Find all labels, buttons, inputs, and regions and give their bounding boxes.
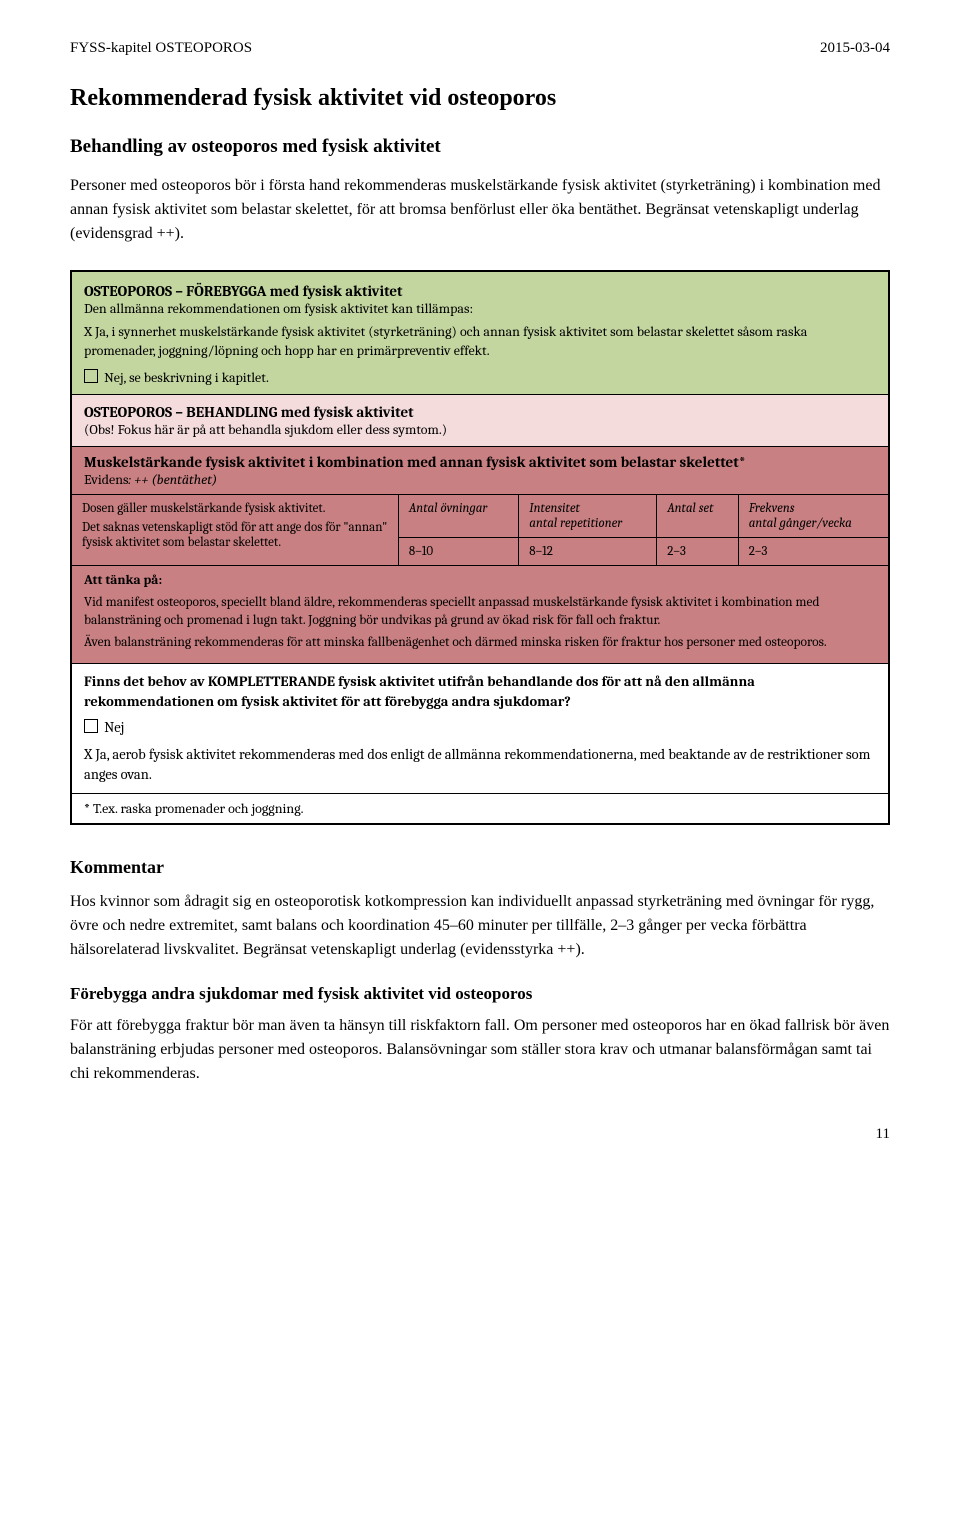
complementary-yes: X Ja, aerob fysisk aktivitet rekommender… <box>84 745 876 786</box>
notes-section: Att tänka på: Vid manifest osteoporos, s… <box>72 566 888 664</box>
treatment-subtitle: (Obs! Fokus här är på att behandla sjukd… <box>84 421 876 438</box>
page-number: 11 <box>70 1126 890 1143</box>
dose-header: Muskelstärkande fysisk aktivitet i kombi… <box>72 447 888 495</box>
evidence-value: : ++ (bentäthet) <box>129 471 218 488</box>
dose-left-cell: Dosen gäller muskelstärkande fysisk akti… <box>72 495 398 565</box>
prevent-other-paragraph: För att förebygga fraktur bör man även t… <box>70 1014 890 1086</box>
complementary-question: Finns det behov av KOMPLETTERANDE fysisk… <box>84 672 876 713</box>
col-hdr2: antal repetitioner <box>529 516 622 531</box>
table-row: Dosen gäller muskelstärkande fysisk akti… <box>72 495 888 538</box>
dose-left-bottom: Det saknas vetenskapligt stöd för att an… <box>82 520 388 550</box>
dose-val: 2–3 <box>657 537 739 565</box>
footnote-text: * T.ex. raska promenader och joggning. <box>84 800 304 817</box>
col-hdr: Antal set <box>667 501 713 516</box>
dose-val: 8–10 <box>398 537 518 565</box>
treatment-title: OSTEOPOROS – BEHANDLING med fysisk aktiv… <box>84 403 876 421</box>
evidence-label: Evidens <box>84 471 129 488</box>
dose-col-header: Antal set <box>657 495 739 538</box>
notes-p2: Även balansträning rekommenderas för att… <box>84 634 876 652</box>
col-hdr2: antal gånger/vecka <box>749 516 852 531</box>
header-right: 2015-03-04 <box>820 40 890 57</box>
complementary-no-text: Nej <box>104 719 124 736</box>
complementary-section: Finns det behov av KOMPLETTERANDE fysisk… <box>72 664 888 794</box>
prevention-subtitle: Den allmänna rekommendationen om fysisk … <box>84 300 876 317</box>
dose-table-wrap: Dosen gäller muskelstärkande fysisk akti… <box>72 495 888 566</box>
complementary-no: Nej <box>84 718 876 738</box>
section-heading: Behandling av osteoporos med fysisk akti… <box>70 136 890 158</box>
prevention-section: OSTEOPOROS – FÖREBYGGA med fysisk aktivi… <box>72 272 888 395</box>
checkbox-icon <box>84 369 98 383</box>
intro-paragraph: Personer med osteoporos bör i första han… <box>70 174 890 246</box>
col-hdr: Frekvens <box>749 501 795 516</box>
prevention-no-line: Nej, se beskrivning i kapitlet. <box>84 369 876 386</box>
footnote-section: * T.ex. raska promenader och joggning. <box>72 794 888 823</box>
comment-paragraph: Hos kvinnor som ådragit sig en osteoporo… <box>70 890 890 962</box>
col-hdr: Antal övningar <box>409 501 487 516</box>
notes-title: Att tänka på: <box>84 572 876 590</box>
prevent-other-heading: Förebygga andra sjukdomar med fysisk akt… <box>70 984 890 1004</box>
checkbox-icon <box>84 719 98 733</box>
dose-table: Dosen gäller muskelstärkande fysisk akti… <box>72 495 888 565</box>
page-title: Rekommenderad fysisk aktivitet vid osteo… <box>70 85 890 112</box>
page-header: FYSS-kapitel OSTEOPOROS 2015-03-04 <box>70 40 890 57</box>
dose-col-header: Frekvens antal gånger/vecka <box>738 495 888 538</box>
prevention-title: OSTEOPOROS – FÖREBYGGA med fysisk aktivi… <box>84 282 876 300</box>
dose-left-top: Dosen gäller muskelstärkande fysisk akti… <box>82 501 388 516</box>
col-hdr: Intensitet <box>529 501 580 516</box>
prevention-detail: X Ja, i synnerhet muskelstärkande fysisk… <box>84 323 876 361</box>
dose-val: 2–3 <box>738 537 888 565</box>
dose-col-header: Antal övningar <box>398 495 518 538</box>
page: FYSS-kapitel OSTEOPOROS 2015-03-04 Rekom… <box>0 0 960 1183</box>
header-left: FYSS-kapitel OSTEOPOROS <box>70 40 252 57</box>
treatment-section: OSTEOPOROS – BEHANDLING med fysisk aktiv… <box>72 395 888 447</box>
prevention-no-text: Nej, se beskrivning i kapitlet. <box>104 369 269 386</box>
comment-heading: Kommentar <box>70 857 890 878</box>
dose-evidence: Evidens: ++ (bentäthet) <box>84 471 876 488</box>
notes-p1: Vid manifest osteoporos, speciellt bland… <box>84 594 876 630</box>
dose-title: Muskelstärkande fysisk aktivitet i kombi… <box>84 453 876 471</box>
dose-col-header: Intensitet antal repetitioner <box>519 495 657 538</box>
recommendation-box: OSTEOPOROS – FÖREBYGGA med fysisk aktivi… <box>70 270 890 825</box>
dose-val: 8–12 <box>519 537 657 565</box>
